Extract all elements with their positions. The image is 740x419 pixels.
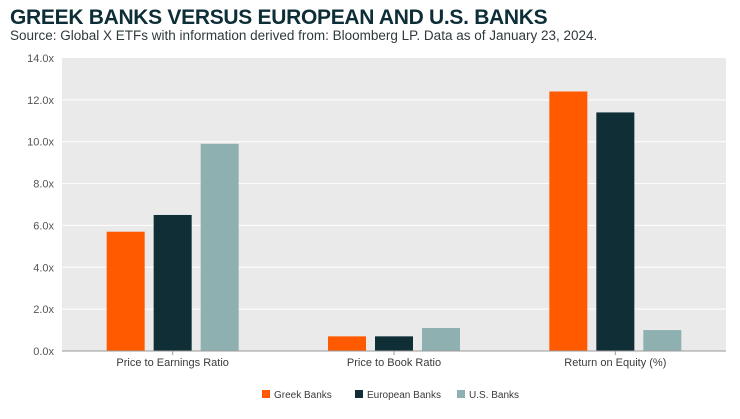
legend-label: Greek Banks bbox=[274, 390, 332, 401]
x-category-label: Price to Book Ratio bbox=[347, 357, 441, 369]
bars bbox=[106, 91, 682, 352]
legend-swatch bbox=[355, 390, 363, 398]
y-tick-label: 6.0x bbox=[33, 220, 54, 232]
chart-subtitle: Source: Global X ETFs with information d… bbox=[10, 28, 598, 43]
y-tick-label: 0.0x bbox=[33, 346, 54, 358]
legend: Greek Banks European Banks U.S. Banks bbox=[262, 390, 519, 401]
y-tick-label: 2.0x bbox=[33, 304, 54, 316]
x-axis-ticks: Price to Earnings Ratio Price to Book Rat… bbox=[62, 350, 726, 369]
legend-swatch bbox=[262, 390, 270, 398]
x-category-label: Price to Earnings Ratio bbox=[116, 357, 229, 369]
bar-u-s-banks bbox=[422, 327, 460, 351]
bar-u-s-banks bbox=[200, 143, 239, 351]
legend-label: U.S. Banks bbox=[469, 390, 519, 401]
y-axis-ticks: 0.0x 2.0x 4.0x 6.0x 8.0x 10.0x 12.0x 14.0x bbox=[27, 53, 54, 358]
chart-title: GREEK BANKS VERSUS EUROPEAN AND U.S. BAN… bbox=[10, 6, 548, 29]
y-tick-label: 8.0x bbox=[33, 179, 54, 191]
bar-european-banks bbox=[153, 214, 192, 351]
legend-swatch bbox=[457, 390, 465, 398]
bar-greek-banks bbox=[328, 336, 366, 351]
y-tick-label: 10.0x bbox=[27, 137, 54, 149]
x-category-label: Return on Equity (%) bbox=[564, 357, 666, 369]
legend-label: European Banks bbox=[367, 390, 441, 401]
bar-greek-banks bbox=[549, 91, 588, 351]
bar-u-s-banks bbox=[643, 330, 682, 351]
y-tick-label: 12.0x bbox=[27, 95, 54, 107]
y-tick-label: 4.0x bbox=[33, 262, 54, 274]
bar-greek-banks bbox=[106, 231, 145, 351]
bar-european-banks bbox=[375, 336, 413, 351]
bar-european-banks bbox=[596, 112, 635, 352]
y-tick-label: 14.0x bbox=[27, 53, 54, 65]
